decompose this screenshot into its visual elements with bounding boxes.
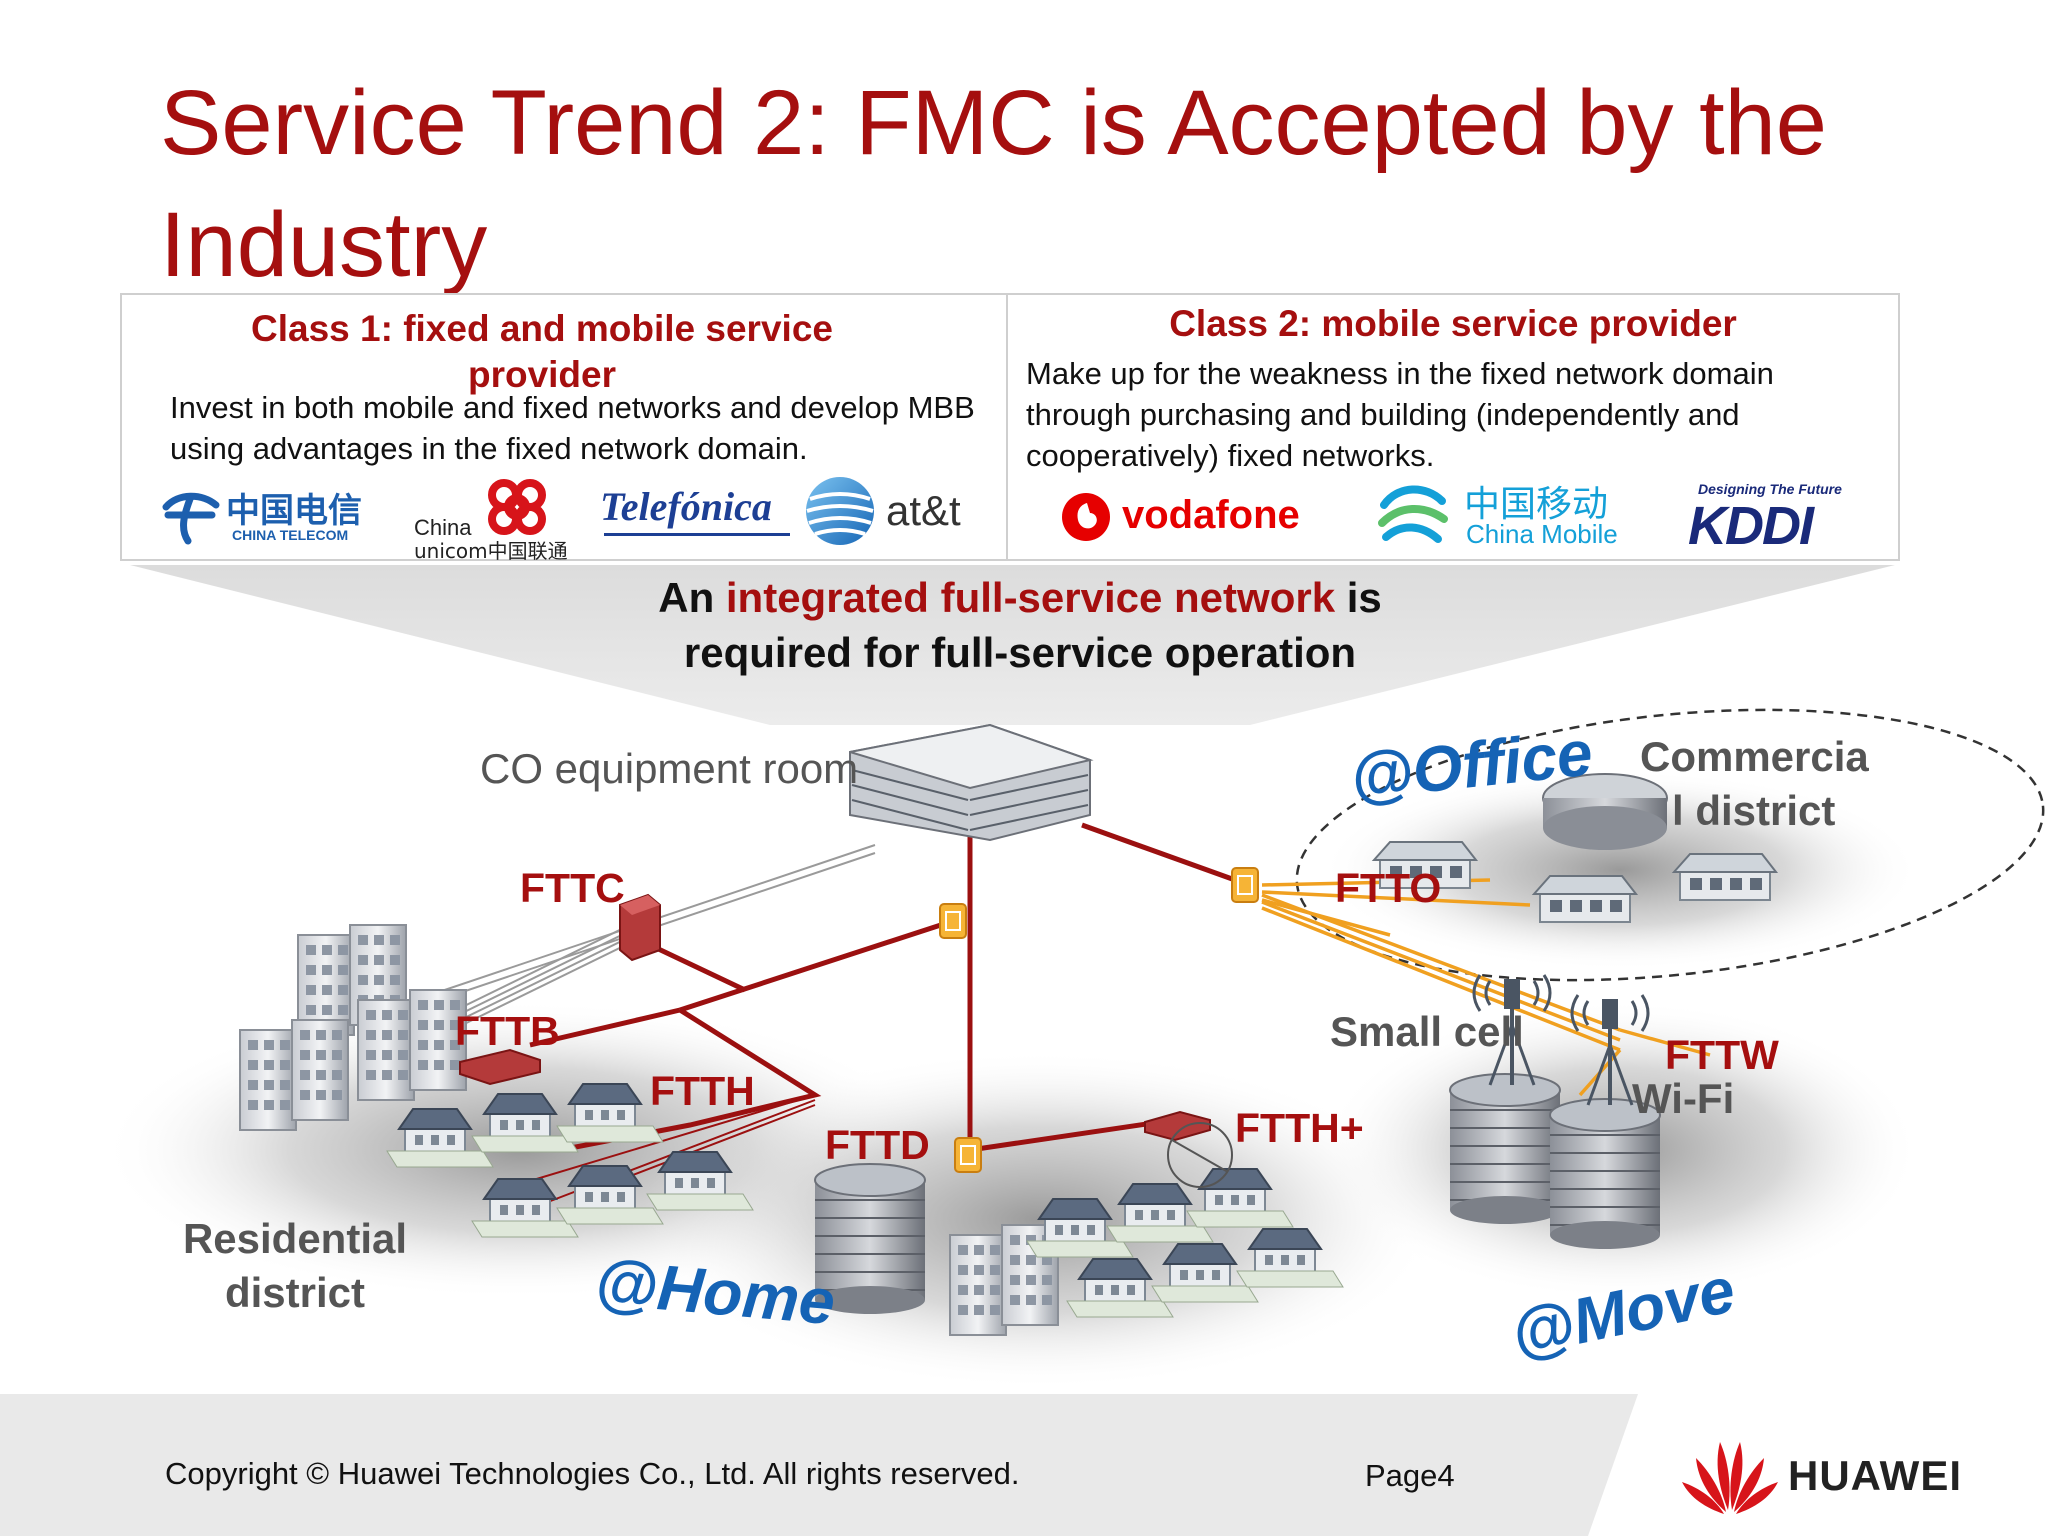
class2-panel: Class 2: mobile service provider Make up…: [1006, 293, 1900, 561]
slide-title: Service Trend 2: FMC is Accepted by the …: [160, 72, 1827, 296]
china-mobile-icon: [1378, 485, 1448, 543]
office-ground: [1320, 770, 1920, 970]
fttc-label: FTTC: [520, 865, 625, 911]
ftth-plus-device: [1144, 1110, 1233, 1188]
class1-heading: Class 1: fixed and mobile service provid…: [251, 308, 833, 395]
china-mobile-logo: 中国移动 China Mobile: [1372, 475, 1642, 557]
class2-text: Make up for the weakness in the fixed ne…: [1026, 356, 1774, 473]
commercial-line2: l district: [1672, 787, 1836, 834]
commercial-line1: Commercia: [1640, 733, 1869, 780]
unicom-knot-icon: [488, 479, 546, 535]
callout-background: [130, 565, 1895, 725]
att-globe-icon: [806, 477, 874, 545]
vodafone-icon: [1062, 493, 1110, 541]
onu-office: [1231, 867, 1259, 903]
vodafone-text: vodafone: [1122, 493, 1300, 537]
fttb-label: FTTB: [455, 1008, 560, 1054]
unicom-line1: China: [414, 515, 472, 540]
callout-text: An integrated full-service network is re…: [520, 570, 1520, 680]
telefonica-underline: [604, 533, 790, 536]
ftth-plus-label: FTTH+: [1235, 1105, 1364, 1151]
china-telecom-icon: [162, 492, 220, 545]
telefonica-text: Telefónica: [600, 484, 772, 529]
footer-logo-area: [1588, 1394, 2048, 1536]
china-telecom-cn: 中国电信: [226, 491, 362, 531]
onu-fttd: [954, 1137, 982, 1173]
unicom-line2: unicom中国联通: [414, 539, 568, 563]
china-unicom-logo: China unicom中国联通: [412, 475, 572, 563]
china-telecom-logo: 中国电信 CHINA TELECOM: [158, 485, 388, 547]
huawei-petal-icon: [1682, 1442, 1778, 1514]
orange-fiber: [1261, 878, 1711, 1097]
callout-prefix: An: [658, 574, 726, 621]
wifi-label: Wi-Fi: [1632, 1075, 1735, 1122]
fiber-links: [529, 822, 1236, 1153]
fttb-device: [459, 1048, 541, 1086]
co-label: CO equipment room: [480, 745, 859, 792]
co-building: [849, 723, 1094, 842]
china-telecom-en: CHINA TELECOM: [232, 527, 349, 543]
ftto-label: FTTO: [1335, 865, 1442, 911]
ftth-label: FTTH: [650, 1068, 755, 1114]
class2-heading: Class 2: mobile service provider: [1169, 303, 1737, 344]
kddi-tagline: Designing The Future: [1698, 481, 1842, 497]
vodafone-logo: vodafone: [1060, 491, 1340, 547]
att-logo: at&t: [802, 473, 1002, 553]
kddi-logo: Designing The Future KDDI: [1688, 481, 1868, 556]
footer-page: Page4: [1365, 1458, 1455, 1493]
fttc-cabinet: [619, 893, 661, 962]
class1-panel: Class 1: fixed and mobile service provid…: [120, 293, 1007, 563]
callout-highlight: integrated full-service network: [725, 574, 1336, 621]
onu-center: [939, 903, 967, 939]
huawei-brand: HUAWEI: [1788, 1452, 1962, 1499]
class1-text: Invest in both mobile and fixed networks…: [170, 390, 975, 466]
callout-line2: required for full-service operation: [683, 629, 1357, 676]
kddi-text: KDDI: [1688, 496, 1814, 556]
small-cell-label: Small cell: [1330, 1008, 1524, 1055]
office-buildings: [1373, 773, 1777, 923]
fttd-label: FTTD: [825, 1122, 930, 1168]
footer-copyright: Copyright © Huawei Technologies Co., Ltd…: [165, 1456, 1020, 1491]
att-text: at&t: [886, 487, 961, 534]
fttw-label: FTTW: [1665, 1032, 1779, 1078]
telefonica-logo: Telefónica: [600, 483, 800, 541]
callout-suffix: is: [1335, 574, 1382, 621]
callout-line1: An integrated full-service network is: [520, 570, 1520, 625]
residential-label: Residential district: [182, 1215, 408, 1316]
china-mobile-en: China Mobile: [1466, 519, 1618, 549]
china-mobile-cn: 中国移动: [1464, 484, 1609, 525]
